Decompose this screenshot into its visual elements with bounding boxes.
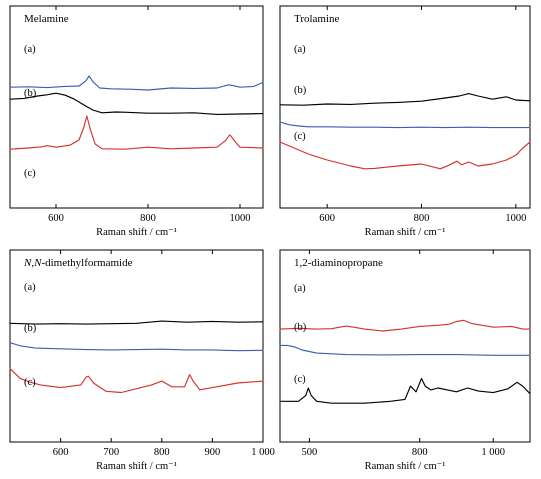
x-tick-label: 1 000 bbox=[251, 447, 275, 458]
series-line-c bbox=[279, 141, 531, 170]
x-tick-label: 800 bbox=[140, 213, 156, 224]
series-line-b bbox=[279, 344, 531, 356]
x-tick-label: 800 bbox=[414, 213, 430, 224]
series-label: (a) bbox=[24, 44, 36, 55]
series-line-a bbox=[279, 319, 531, 332]
series-label: (a) bbox=[24, 282, 36, 293]
chart-panel-1: Melamine 600 800 1000 Raman shift / cm⁻¹ (a) (… bbox=[9, 5, 264, 238]
series-label: (a) bbox=[294, 44, 306, 55]
series-label: (c) bbox=[24, 377, 36, 388]
chart-title-text: -dimethylformamide bbox=[41, 257, 132, 269]
x-tick-label: 600 bbox=[48, 213, 64, 224]
series-line-a bbox=[9, 320, 264, 325]
series-label: (c) bbox=[294, 374, 306, 385]
series-label: (b) bbox=[294, 322, 307, 333]
chart-title-text: Melamine bbox=[24, 13, 69, 25]
chart-title-text: 1,2-diaminopropane bbox=[294, 257, 383, 269]
chart-title-italic: N,N bbox=[23, 257, 42, 269]
x-axis-label: Raman shift / cm⁻¹ bbox=[96, 227, 177, 238]
x-tick-label: 600 bbox=[53, 447, 69, 458]
x-tick-label: 900 bbox=[205, 447, 221, 458]
x-tick-label: 800 bbox=[154, 447, 170, 458]
series-line-b bbox=[9, 92, 264, 115]
x-tick-label: 1000 bbox=[230, 213, 251, 224]
chart-title-text: Trolamine bbox=[294, 13, 340, 25]
series-line-a bbox=[279, 93, 531, 106]
plot-frame bbox=[9, 249, 264, 443]
series-label: (b) bbox=[294, 85, 307, 96]
series-line-c bbox=[9, 367, 264, 394]
series-label: (c) bbox=[294, 131, 306, 142]
x-axis-label: Raman shift / cm⁻¹ bbox=[365, 227, 446, 238]
chart-panel-4: 1,2-diaminopropane 500 800 1 000 Raman shift… bbox=[279, 249, 531, 472]
chart-title: N,N-dimethylformamide bbox=[23, 257, 133, 269]
chart-title: 1,2-diaminopropane bbox=[294, 257, 383, 269]
x-axis-label: Raman shift / cm⁻¹ bbox=[365, 461, 446, 472]
x-tick-label: 800 bbox=[412, 447, 428, 458]
x-tick-label: 1000 bbox=[505, 213, 526, 224]
series-label: (b) bbox=[24, 88, 37, 99]
x-tick-label: 700 bbox=[103, 447, 119, 458]
series-line-c bbox=[9, 115, 264, 150]
series-line-b bbox=[9, 342, 264, 352]
series-label: (b) bbox=[24, 323, 37, 334]
series-line-c bbox=[279, 377, 531, 404]
chart-panel-2: Trolamine 600 800 1000 Raman shift / cm⁻¹ (a)… bbox=[279, 5, 531, 238]
series-label: (c) bbox=[24, 168, 36, 179]
series-label: (a) bbox=[294, 283, 306, 294]
series-line-a bbox=[9, 75, 264, 91]
plot-frame bbox=[279, 5, 531, 209]
plot-frame bbox=[9, 5, 264, 209]
x-tick-label: 1 000 bbox=[481, 447, 505, 458]
x-tick-label: 600 bbox=[319, 213, 335, 224]
chart-panel-3: N,N-dimethylformamide 600 700 800 900 1 000 Ra… bbox=[9, 249, 275, 472]
chart-title: Melamine bbox=[24, 13, 69, 25]
chart-title: Trolamine bbox=[294, 13, 340, 25]
series-line-b bbox=[279, 121, 531, 129]
x-tick-label: 500 bbox=[302, 447, 318, 458]
plot-frame bbox=[279, 249, 531, 443]
x-axis-label: Raman shift / cm⁻¹ bbox=[96, 461, 177, 472]
